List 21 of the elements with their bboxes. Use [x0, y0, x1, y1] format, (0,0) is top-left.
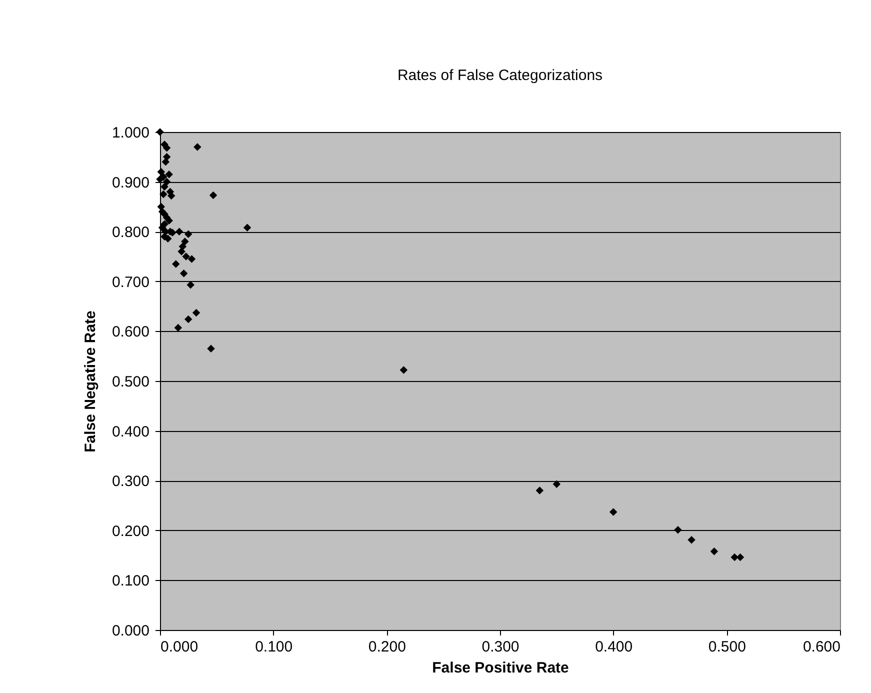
y-tick-label: 0.100 — [112, 572, 150, 590]
y-tick-label: 0.000 — [112, 622, 150, 640]
y-tick-label: 0.900 — [112, 174, 150, 192]
y-tick-label: 0.800 — [112, 224, 150, 242]
y-tick-label: 0.300 — [112, 473, 150, 490]
y-tick-label: 0.400 — [112, 423, 150, 440]
y-tick-label: 0.200 — [112, 522, 150, 540]
x-tick-label: 0.000 — [160, 638, 198, 656]
x-tick-label: 0.200 — [368, 638, 406, 656]
x-tick-label: 0.600 — [802, 638, 840, 656]
y-tick-label: 0.600 — [112, 324, 150, 341]
y-axis-title: False Negative Rate — [82, 310, 99, 452]
y-tick-label: 0.700 — [112, 274, 150, 291]
x-tick-label: 0.400 — [595, 638, 633, 656]
x-tick-label: 0.500 — [708, 638, 746, 656]
x-tick-label: 0.300 — [482, 638, 520, 656]
x-axis-title: False Positive Rate — [432, 660, 569, 676]
x-tick-label: 0.100 — [255, 638, 293, 656]
y-tick-label: 1.000 — [112, 124, 150, 142]
chart-title: Rates of False Categorizations — [397, 67, 603, 84]
y-tick-label: 0.500 — [112, 374, 150, 390]
